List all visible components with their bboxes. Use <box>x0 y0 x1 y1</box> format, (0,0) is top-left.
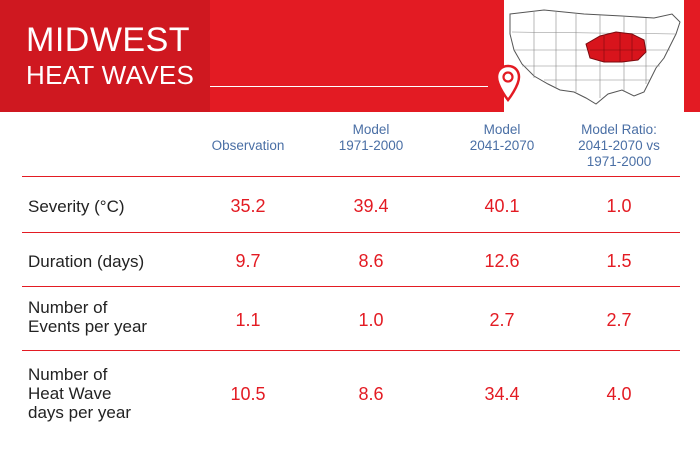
us-map-graphic <box>509 9 681 105</box>
table-cell: 40.1 <box>484 196 520 216</box>
column-header-line: Observation <box>211 138 285 153</box>
row-label-line: Number of <box>28 298 108 317</box>
table-cell: 35.2 <box>230 196 266 216</box>
row-divider <box>22 176 680 177</box>
row-divider <box>22 286 680 287</box>
column-header-observation: Observation <box>183 138 313 154</box>
column-header-model-ratio: Model Ratio: 2041-2070 vs 1971-2000 <box>554 122 684 170</box>
row-label-line: Events per year <box>28 317 148 336</box>
row-divider <box>22 232 680 233</box>
column-header-model-2041-2070: Model 2041-2070 <box>437 122 567 154</box>
table-cell: 9.7 <box>235 251 261 271</box>
us-map-icon <box>504 0 684 112</box>
table-cell: 2.7 <box>606 310 632 330</box>
page-title: MIDWEST <box>26 21 191 59</box>
title-panel <box>0 0 210 112</box>
table-cell: 4.0 <box>606 384 632 404</box>
table-cell: 10.5 <box>230 384 266 404</box>
location-pin-icon <box>495 64 521 103</box>
column-header-line: Model Ratio: <box>581 122 657 137</box>
row-label-line: days per year <box>28 403 131 422</box>
column-header-line: Model <box>483 122 521 137</box>
table-cell: 34.4 <box>484 384 520 404</box>
row-label-line: Number of <box>28 365 108 384</box>
row-divider <box>22 350 680 351</box>
column-header-line: 1971-2000 <box>338 138 404 153</box>
row-label-severity: Severity (°C) <box>28 197 208 216</box>
table-cell: 1.5 <box>606 251 632 271</box>
page-subtitle: HEAT WAVES <box>26 60 195 90</box>
table-cell: 39.4 <box>353 196 389 216</box>
row-label-events-per-year: Number of Events per year <box>28 298 208 336</box>
table-cell: 1.1 <box>235 310 261 330</box>
row-label-line: Heat Wave <box>28 384 112 403</box>
table-cell: 8.6 <box>358 384 384 404</box>
row-label-heat-wave-days: Number of Heat Wave days per year <box>28 365 208 422</box>
row-label-duration: Duration (days) <box>28 252 208 271</box>
title-divider <box>210 86 488 87</box>
row-label-line: Duration (days) <box>28 252 145 271</box>
table-cell: 12.6 <box>484 251 520 271</box>
table-cell: 2.7 <box>489 310 515 330</box>
row-label-line: Severity (°C) <box>28 197 125 216</box>
column-header-line: 2041-2070 vs <box>578 138 660 153</box>
table-cell: 8.6 <box>358 251 384 271</box>
column-header-line: 1971-2000 <box>586 154 652 169</box>
column-header-model-1971-2000: Model 1971-2000 <box>306 122 436 154</box>
column-header-line: Model <box>352 122 390 137</box>
table-cell: 1.0 <box>606 196 632 216</box>
column-header-line: 2041-2070 <box>469 138 535 153</box>
table-cell: 1.0 <box>358 310 384 330</box>
